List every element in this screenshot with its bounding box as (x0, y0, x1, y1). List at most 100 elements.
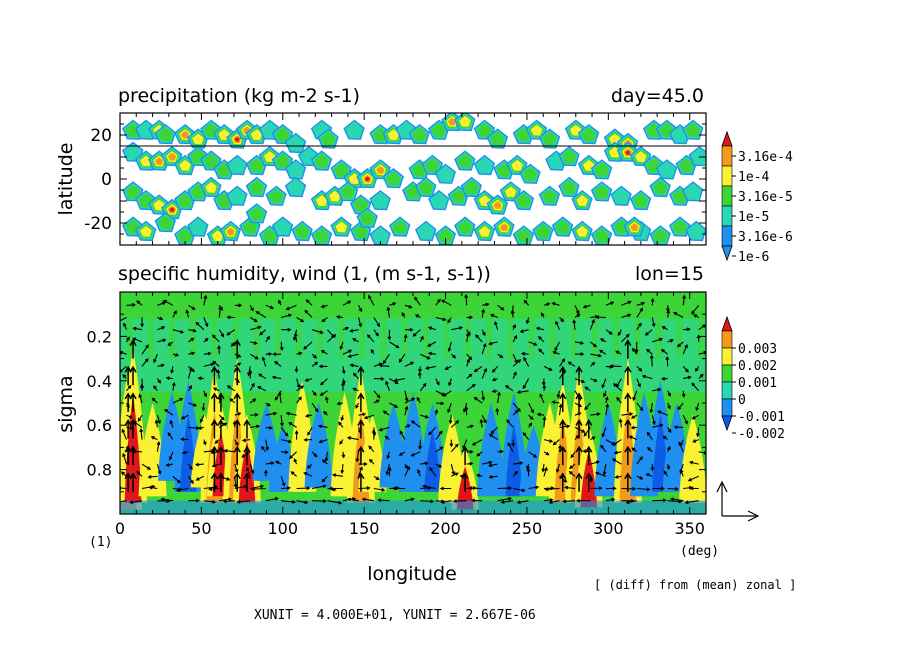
wind-arrow (540, 312, 545, 318)
wind-arrow (525, 317, 530, 325)
wind-arrow (666, 309, 671, 318)
wind-arrow (153, 353, 158, 364)
wind-arrow (226, 329, 236, 336)
wind-arrow (234, 439, 239, 447)
wind-arrow (241, 438, 251, 443)
precip-cell-53-level-4 (348, 173, 360, 184)
precip-day-label: day=45.0 (611, 85, 704, 107)
colorbar-label: 1e-5 (738, 210, 769, 225)
wind-arrow (488, 341, 498, 346)
updraft-arrow (129, 365, 137, 386)
updraft-arrow (357, 365, 365, 386)
wind-arrow (248, 369, 253, 379)
wind-arrow (522, 378, 530, 390)
wind-arrow (422, 484, 436, 490)
wind-arrow (218, 414, 225, 421)
wind-arrow (569, 463, 576, 470)
wind-arrow (373, 390, 381, 399)
updraft-arrow (559, 419, 567, 439)
wind-arrow (617, 329, 622, 337)
wind-arrow (418, 439, 423, 450)
updraft-arrow (559, 365, 567, 386)
wind-arrow (250, 412, 259, 417)
humidity-green-stripe (274, 292, 281, 359)
updraft-arrow (124, 419, 132, 439)
colorbar-label: -0.002 (738, 427, 785, 442)
wind-arrow (497, 353, 504, 359)
wind-arrow (682, 414, 688, 425)
wind-arrow (311, 451, 318, 458)
wind-arrow (250, 424, 261, 429)
wind-arrow (187, 475, 194, 485)
precip-cell-131-level-5 (500, 223, 509, 231)
units-line: XUNIT = 4.000E+01, YUNIT = 2.667E-06 (254, 608, 536, 623)
wind-arrow (628, 435, 638, 441)
wind-arrow (249, 317, 258, 323)
precip-cell-115-level-2 (188, 218, 207, 236)
wind-arrow (404, 424, 411, 428)
wind-arrow (479, 418, 484, 428)
humidity-green-stripe (507, 292, 514, 359)
updraft-arrow (243, 472, 251, 492)
wind-arrow (667, 402, 671, 410)
humidity-column-2-core (144, 430, 161, 497)
wind-arrow (122, 373, 127, 379)
updraft-arrow (129, 392, 137, 412)
wind-arrow (598, 349, 607, 355)
wind-arrow (428, 427, 437, 436)
humidity-colorbar: 0.003 0.002 0.001 0 -0.001 -0.002 (721, 315, 785, 442)
wind-arrow (172, 310, 177, 318)
humidity-green-stripe (147, 292, 154, 359)
wind-arrow (188, 304, 196, 310)
precip-cell-105-level-3 (594, 184, 609, 199)
wind-arrow (373, 329, 379, 337)
wind-arrow (382, 353, 390, 365)
humidity-green-stripe (253, 292, 260, 359)
wind-arrow (590, 486, 603, 491)
wind-arrow (265, 335, 270, 343)
wind-arrow (285, 411, 297, 416)
wind-arrow (481, 342, 487, 355)
wind-arrow (555, 320, 561, 330)
precip-cell-40-level-5 (167, 152, 177, 161)
humidity-green-stripe (570, 292, 577, 359)
wind-arrow (667, 487, 679, 491)
wind-arrow (559, 424, 571, 429)
updraft-arrow (357, 392, 365, 412)
wind-arrow (541, 464, 546, 473)
wind-arrow (605, 403, 610, 416)
wind-arrow (226, 315, 235, 320)
precip-cell-127-level-2 (416, 222, 435, 240)
wind-arrow (506, 419, 514, 428)
wind-arrow (132, 326, 143, 331)
wind-arrow (582, 304, 591, 309)
humidity-green-stripe (443, 292, 450, 359)
precip-cell-113-level-3 (158, 215, 173, 230)
wind-arrow (451, 472, 459, 477)
humidity-green-stripe (592, 292, 599, 359)
wind-arrow (584, 402, 591, 411)
wind-arrow (223, 448, 235, 453)
wind-arrow (574, 412, 582, 416)
wind-arrow (466, 315, 474, 320)
wind-arrow (611, 458, 622, 465)
wind-arrow (602, 390, 607, 398)
wind-arrow (562, 499, 576, 504)
wind-arrow (636, 301, 646, 306)
wind-arrow (444, 365, 452, 370)
wind-arrow (500, 500, 514, 504)
humidity-green-stripe (655, 292, 662, 359)
humidity-x-axis-label: longitude (367, 563, 457, 585)
wind-arrow (258, 373, 267, 380)
wind-arrow (162, 299, 174, 306)
wind-arrow (319, 390, 328, 396)
updraft-arrow (233, 472, 241, 492)
wind-arrow (528, 451, 538, 458)
wind-arrow (187, 463, 193, 471)
updraft-arrow (217, 392, 225, 412)
wind-arrow (471, 439, 483, 446)
wind-arrow (371, 428, 376, 440)
wind-arrow (528, 422, 533, 428)
colorbar-segment (721, 364, 733, 383)
precip-cell-79-level-6 (169, 207, 175, 212)
